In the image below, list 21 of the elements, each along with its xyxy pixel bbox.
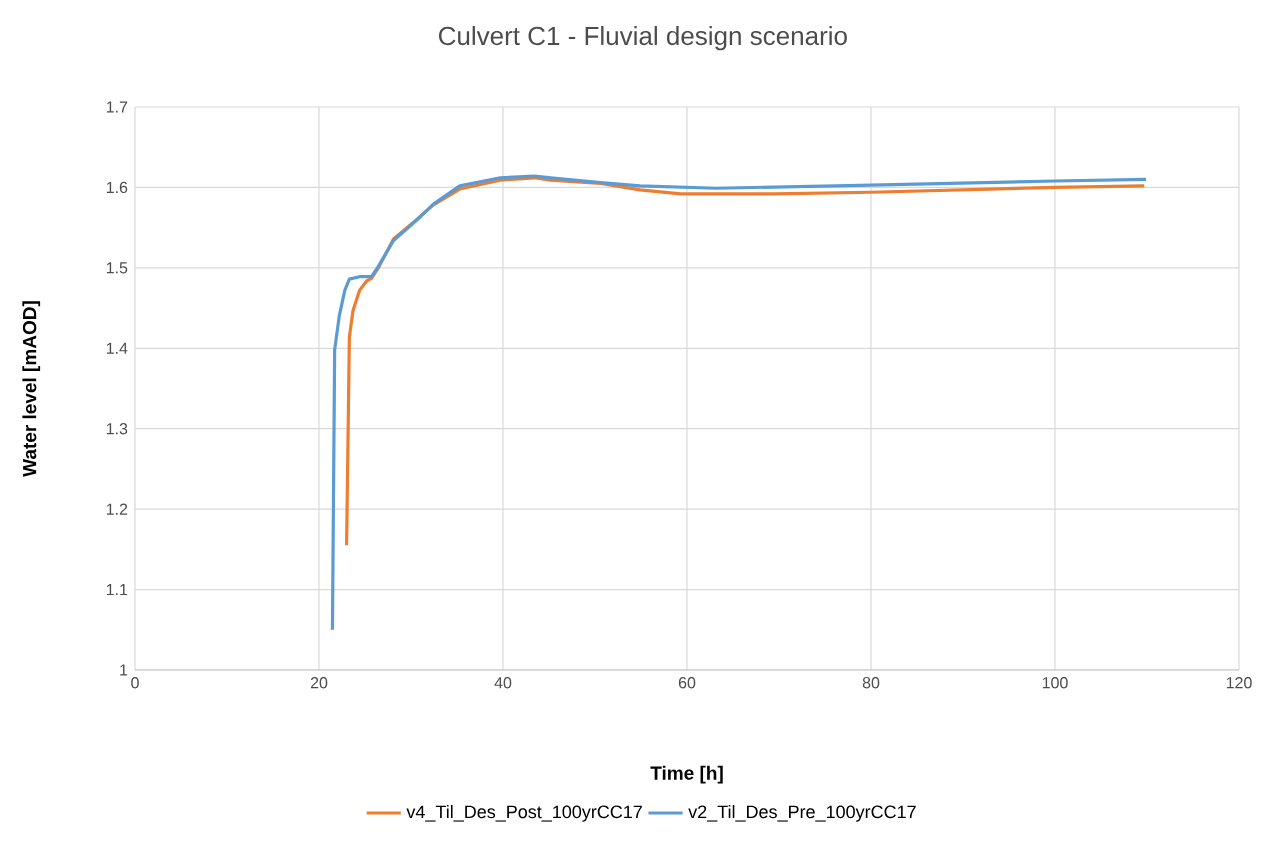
- y-tick-label: 1: [120, 664, 128, 676]
- x-tick-label: 60: [678, 677, 696, 689]
- y-axis-title: Water level [mAOD]: [22, 301, 41, 477]
- y-tick-label: 1.3: [106, 423, 128, 435]
- y-tick-label: 1.2: [106, 503, 128, 515]
- legend-label: v4_Til_Des_Post_100yrCC17: [406, 804, 642, 822]
- x-tick-label: 100: [1042, 677, 1068, 689]
- y-tick-label: 1.1: [106, 584, 128, 596]
- y-tick-label: 1.5: [106, 262, 128, 274]
- x-tick-label: 20: [310, 677, 328, 689]
- y-tick-label: 1.7: [106, 101, 128, 113]
- x-axis-title: Time [h]: [650, 765, 723, 784]
- legend-label: v2_Til_Des_Pre_100yrCC17: [688, 804, 916, 822]
- x-tick-label: 0: [131, 677, 139, 689]
- y-tick-label: 1.6: [106, 181, 128, 194]
- line-series: [330, 174, 1148, 632]
- chart-title: Culvert C1 - Fluvial design scenario: [438, 26, 847, 51]
- x-tick-label: 40: [494, 677, 512, 689]
- x-tick-label: 80: [862, 677, 880, 689]
- x-tick-label: 120: [1226, 677, 1252, 689]
- y-tick-label: 1.4: [106, 342, 128, 354]
